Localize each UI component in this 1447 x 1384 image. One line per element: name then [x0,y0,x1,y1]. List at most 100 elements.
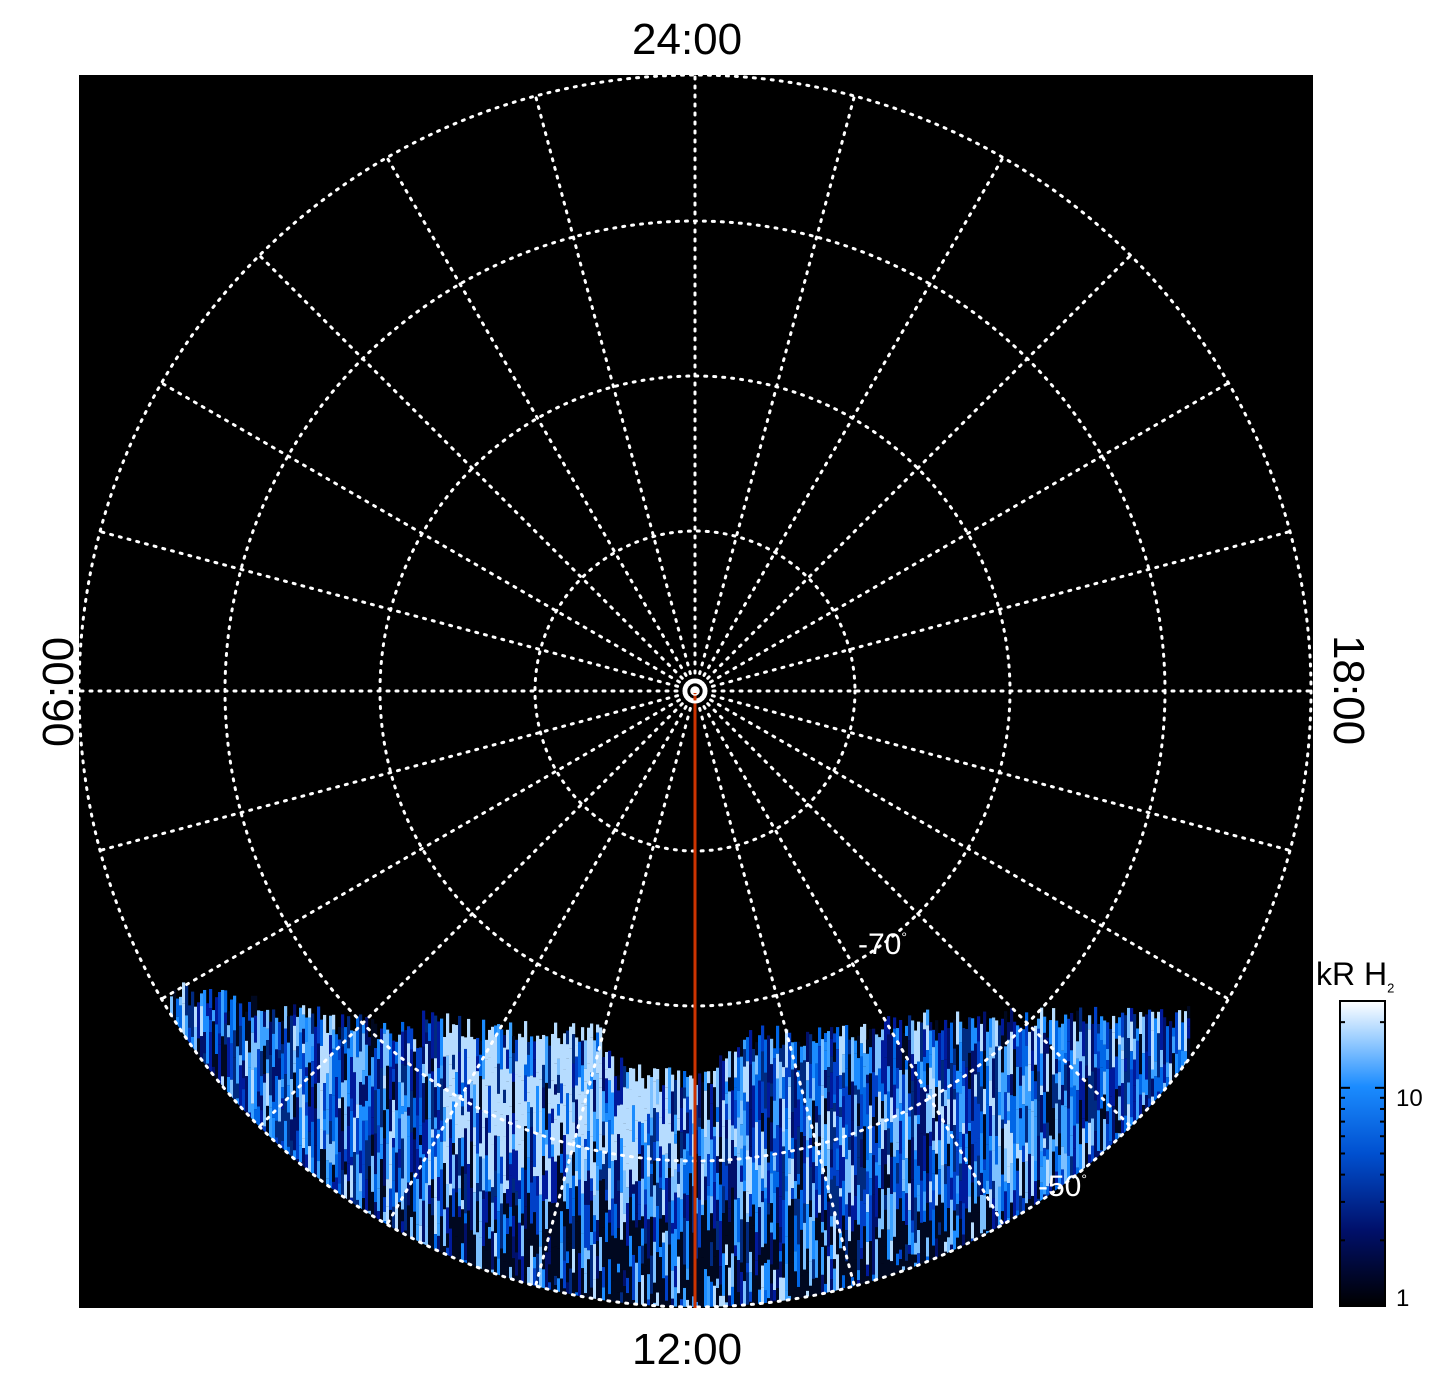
emission-streak [311,1033,315,1047]
emission-streak [488,1085,492,1133]
emission-streak [917,1165,921,1185]
emission-streak [428,1023,432,1042]
emission-streak [302,1094,306,1139]
emission-streak [1130,1069,1134,1118]
emission-streak [956,1151,960,1176]
emission-streak [602,1135,606,1148]
emission-streak [314,1145,318,1187]
emission-streak [1130,1021,1134,1052]
emission-streak [395,1152,399,1193]
emission-streak [269,1095,273,1108]
emission-streak [410,1172,414,1205]
emission-streak [584,1147,588,1160]
emission-streak [362,1106,366,1121]
emission-streak [1124,1115,1128,1136]
emission-streak [368,1135,372,1167]
emission-streak [656,1104,660,1113]
emission-streak [728,1208,732,1223]
emission-streak [737,1292,741,1307]
emission-streak [608,1168,612,1210]
emission-streak [740,1148,744,1166]
emission-streak [947,1028,951,1069]
emission-streak [527,1041,531,1055]
emission-streak [863,1126,867,1169]
emission-streak [389,1164,393,1189]
emission-streak [596,1119,600,1166]
emission-streak [707,1185,711,1196]
emission-streak [515,1191,519,1206]
emission-streak [737,1153,741,1199]
emission-streak [425,1226,429,1262]
emission-streak [740,1165,744,1182]
emission-streak [671,1200,675,1223]
emission-streak [452,1188,456,1217]
emission-streak [248,1067,252,1113]
emission-streak [641,1228,645,1246]
emission-streak [317,1161,321,1189]
emission-streak [1070,1087,1074,1097]
emission-streak [860,1129,864,1140]
emission-streak [716,1288,720,1307]
emission-streak [401,1138,405,1179]
emission-streak [944,1231,948,1242]
emission-streak [320,1045,324,1091]
emission-streak [887,1066,891,1092]
emission-streak [1016,1170,1020,1211]
emission-streak [530,1161,534,1183]
emission-streak [695,1213,699,1259]
emission-streak [446,1184,450,1208]
emission-streak [374,1304,378,1307]
emission-streak [788,1118,792,1150]
emission-streak [926,1063,930,1085]
emission-streak [1001,1307,1004,1355]
emission-streak [1076,1041,1080,1059]
emission-streak [635,1181,639,1214]
emission-streak [362,1120,366,1165]
emission-streak [644,1142,648,1190]
emission-streak [968,1131,972,1140]
emission-streak [770,1203,774,1215]
emission-streak [653,1217,657,1242]
emission-streak [683,1217,687,1265]
emission-streak [323,1130,327,1150]
emission-streak [827,1031,831,1068]
emission-streak [407,1062,411,1108]
emission-streak [536,1072,540,1086]
emission-streak [671,1131,675,1177]
emission-streak [377,1039,381,1060]
emission-streak [893,1115,897,1157]
emission-streak [827,1201,831,1247]
emission-streak [989,1207,993,1243]
emission-streak [1112,1015,1116,1033]
emission-streak [1025,1024,1029,1046]
emission-streak [431,1215,435,1252]
emission-streak [575,1037,579,1046]
emission-streak [437,1068,441,1111]
emission-streak [635,1213,639,1228]
emission-streak [809,1261,813,1286]
emission-streak [1133,1059,1137,1086]
emission-streak [734,1077,738,1088]
emission-streak [482,1158,486,1191]
emission-streak [1109,1105,1113,1142]
emission-streak [788,1236,792,1254]
emission-streak [557,1038,561,1059]
emission-streak [1133,1014,1137,1039]
emission-streak [554,1202,558,1247]
emission-streak [419,1135,423,1145]
emission-streak [308,1106,312,1132]
emission-streak [929,1022,933,1031]
emission-streak [887,1259,891,1291]
emission-streak [779,1261,783,1278]
emission-streak [398,1202,402,1242]
emission-streak [185,1015,189,1052]
emission-streak [338,1039,342,1061]
emission-streak [1064,1106,1068,1154]
emission-streak [779,1196,783,1228]
emission-streak [752,1048,756,1062]
emission-streak [683,1165,687,1194]
emission-streak [632,1233,636,1255]
emission-streak [851,1205,855,1232]
emission-streak [839,1036,843,1076]
emission-streak [893,1058,897,1085]
